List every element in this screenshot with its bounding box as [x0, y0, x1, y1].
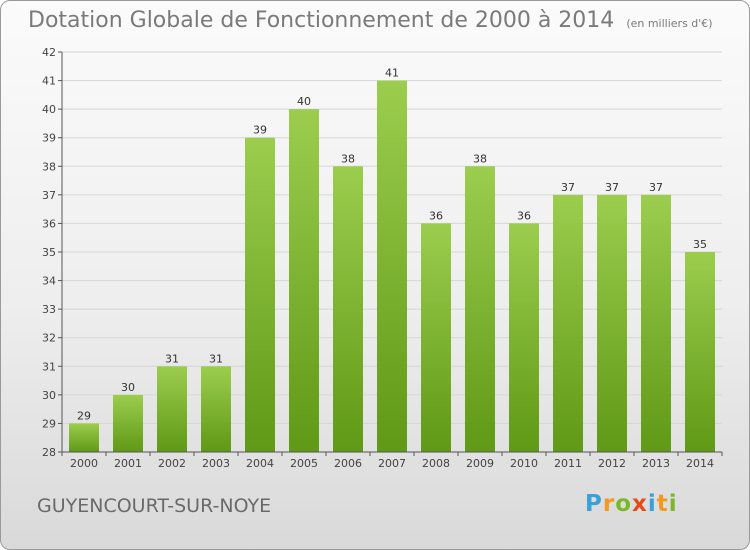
chart-unit: (en milliers d'€)	[626, 17, 713, 30]
y-tick-label: 41	[42, 75, 56, 88]
data-label-2003: 31	[209, 352, 223, 365]
bars: 29 30 31 31 39 40 38 41 36 38 36 37 37 37 35	[69, 67, 715, 453]
axes: 28 29 30 31 32 33 34 35 36 37 38 39 40 41 42 2000 2001 20…	[42, 46, 723, 470]
y-tick-label: 35	[42, 246, 56, 259]
y-tick-label: 30	[42, 389, 56, 402]
y-tick-label: 40	[42, 103, 56, 116]
x-tick-label-2013: 2013	[642, 457, 670, 470]
y-tick-label: 29	[42, 417, 56, 430]
data-label-2013: 37	[649, 181, 663, 194]
bar-2010	[509, 223, 539, 452]
y-tick-label: 28	[42, 446, 56, 459]
chart-title: Dotation Globale de Fonctionnement de 20…	[28, 8, 713, 33]
logo-letter: o	[615, 491, 633, 517]
x-tick-label-2009: 2009	[466, 457, 494, 470]
logo-letter: x	[632, 491, 648, 517]
data-label-2008: 36	[429, 209, 443, 222]
y-tick-label: 37	[42, 189, 56, 202]
logo-letter: P	[585, 491, 603, 517]
x-tick-label-2000: 2000	[70, 457, 98, 470]
bar-2009	[465, 166, 495, 453]
x-tick-label-2012: 2012	[598, 457, 626, 470]
logo-letter: i	[647, 491, 657, 517]
data-label-2014: 35	[693, 238, 707, 251]
bar-2002	[157, 366, 187, 452]
data-label-2007: 41	[385, 67, 399, 80]
x-tick-label-2001: 2001	[114, 457, 142, 470]
chart-title-text: Dotation Globale de Fonctionnement de 20…	[28, 8, 615, 33]
y-tick-label: 36	[42, 217, 56, 230]
bar-2013	[641, 194, 671, 452]
data-label-2006: 38	[341, 152, 355, 165]
x-tick-label-2005: 2005	[290, 457, 318, 470]
bar-2003	[201, 366, 231, 452]
x-tick-label-2011: 2011	[554, 457, 582, 470]
data-label-2001: 30	[121, 381, 135, 394]
bar-2011	[553, 194, 583, 452]
logo-letter: r	[602, 491, 616, 517]
y-tick-label: 39	[42, 132, 56, 145]
logo-letter: t	[656, 491, 669, 517]
data-label-2005: 40	[297, 95, 311, 108]
data-label-2011: 37	[561, 181, 575, 194]
bar-2006	[333, 166, 363, 453]
commune-name: GUYENCOURT-SUR-NOYE	[37, 495, 272, 517]
x-tick-label-2008: 2008	[422, 457, 450, 470]
bar-2007	[377, 80, 407, 453]
bar-2005	[289, 109, 319, 453]
proxiti-logo: Proxiti	[585, 491, 678, 517]
data-label-2000: 29	[77, 409, 91, 422]
data-label-2002: 31	[165, 352, 179, 365]
bar-2004	[245, 137, 275, 452]
x-tick-label-2007: 2007	[378, 457, 406, 470]
y-tick-label: 38	[42, 160, 56, 173]
y-tick-label: 34	[42, 275, 56, 288]
x-tick-label-2006: 2006	[334, 457, 362, 470]
data-label-2004: 39	[253, 124, 267, 137]
x-tick-label-2010: 2010	[510, 457, 538, 470]
data-label-2010: 36	[517, 209, 531, 222]
x-tick-label-2002: 2002	[158, 457, 186, 470]
y-tick-label: 32	[42, 332, 56, 345]
bar-2014	[685, 252, 715, 452]
y-tick-label: 42	[42, 46, 56, 59]
bar-2008	[421, 223, 451, 452]
logo-letter: i	[668, 491, 678, 517]
x-tick-label-2014: 2014	[686, 457, 714, 470]
x-tick-label-2004: 2004	[246, 457, 274, 470]
data-label-2012: 37	[605, 181, 619, 194]
bar-2001	[113, 394, 143, 452]
y-tick-label: 31	[42, 360, 56, 373]
data-label-2009: 38	[473, 152, 487, 165]
bar-2012	[597, 194, 627, 452]
x-tick-label-2003: 2003	[202, 457, 230, 470]
y-tick-label: 33	[42, 303, 56, 316]
bar-2000	[69, 423, 99, 452]
